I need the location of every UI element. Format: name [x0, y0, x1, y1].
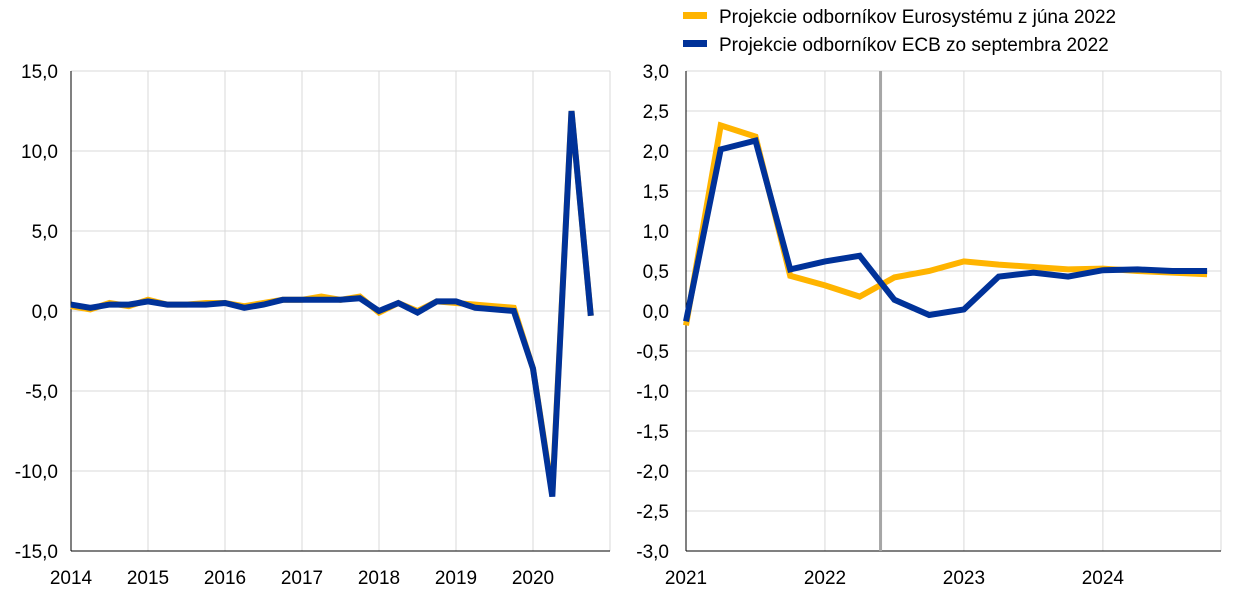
right-y-tick-label: -0,5: [636, 342, 669, 363]
legend-label-june: Projekcie odborníkov Eurosystému z júna …: [719, 7, 1116, 28]
legend-swatch-september: [683, 40, 707, 47]
right-y-tick-label: 1,0: [643, 222, 669, 243]
legend-label-september: Projekcie odborníkov ECB zo septembra 20…: [719, 35, 1109, 56]
left-y-tick-label: 10,0: [21, 142, 58, 163]
legend-swatch-june: [683, 12, 707, 19]
right-y-tick-label: 2,5: [643, 102, 669, 123]
left-y-tick-label: 15,0: [21, 62, 58, 83]
right-y-tick-label: 1,5: [643, 182, 669, 203]
right-series-line-june: [683, 121, 1208, 326]
left-y-tick-label: -10,0: [15, 462, 58, 483]
left-x-tick-label: 2015: [127, 568, 169, 589]
right-y-tick-label: -2,0: [636, 462, 669, 483]
left-panel: 15,0 10,0 5,0 0,0 -5,0 -10,0 -15,0 2014 2015 2016…: [15, 62, 611, 589]
left-y-tick-label: 0,0: [32, 302, 58, 323]
left-x-tick-label: 2014: [50, 568, 93, 589]
right-series-line-september: [683, 136, 1208, 322]
left-y-tick-label: 5,0: [32, 222, 58, 243]
right-y-tick-label: 3,0: [643, 62, 669, 83]
right-y-tick-label: 2,0: [643, 142, 669, 163]
right-y-tick-label: 0,5: [643, 262, 669, 283]
right-y-tick-label: -2,5: [636, 502, 669, 523]
left-x-tick-label: 2016: [204, 568, 246, 589]
right-x-tick-label: 2021: [665, 568, 707, 589]
right-y-tick-label: 0,0: [643, 302, 669, 323]
left-x-tick-label: 2017: [281, 568, 323, 589]
legend: Projekcie odborníkov Eurosystému z júna …: [683, 7, 1116, 56]
right-panel: 3,0 2,5 2,0 1,5 1,0 0,5 0,0 -0,5 -1,0 -1,5 -2,0 -2,…: [636, 62, 1222, 589]
left-y-tick-label: -15,0: [15, 542, 58, 563]
right-x-tick-label: 2023: [943, 568, 985, 589]
right-y-tick-label: -1,0: [636, 382, 669, 403]
left-y-tick-label: -5,0: [25, 382, 58, 403]
left-x-tick-label: 2018: [358, 568, 400, 589]
right-x-tick-label: 2022: [804, 568, 846, 589]
right-y-tick-label: -1,5: [636, 422, 669, 443]
right-y-tick-label: -3,0: [636, 542, 669, 563]
left-series-line-september: [70, 110, 594, 498]
left-x-tick-label: 2019: [435, 568, 477, 589]
left-x-tick-label: 2020: [512, 568, 554, 589]
right-x-tick-label: 2024: [1082, 568, 1125, 589]
